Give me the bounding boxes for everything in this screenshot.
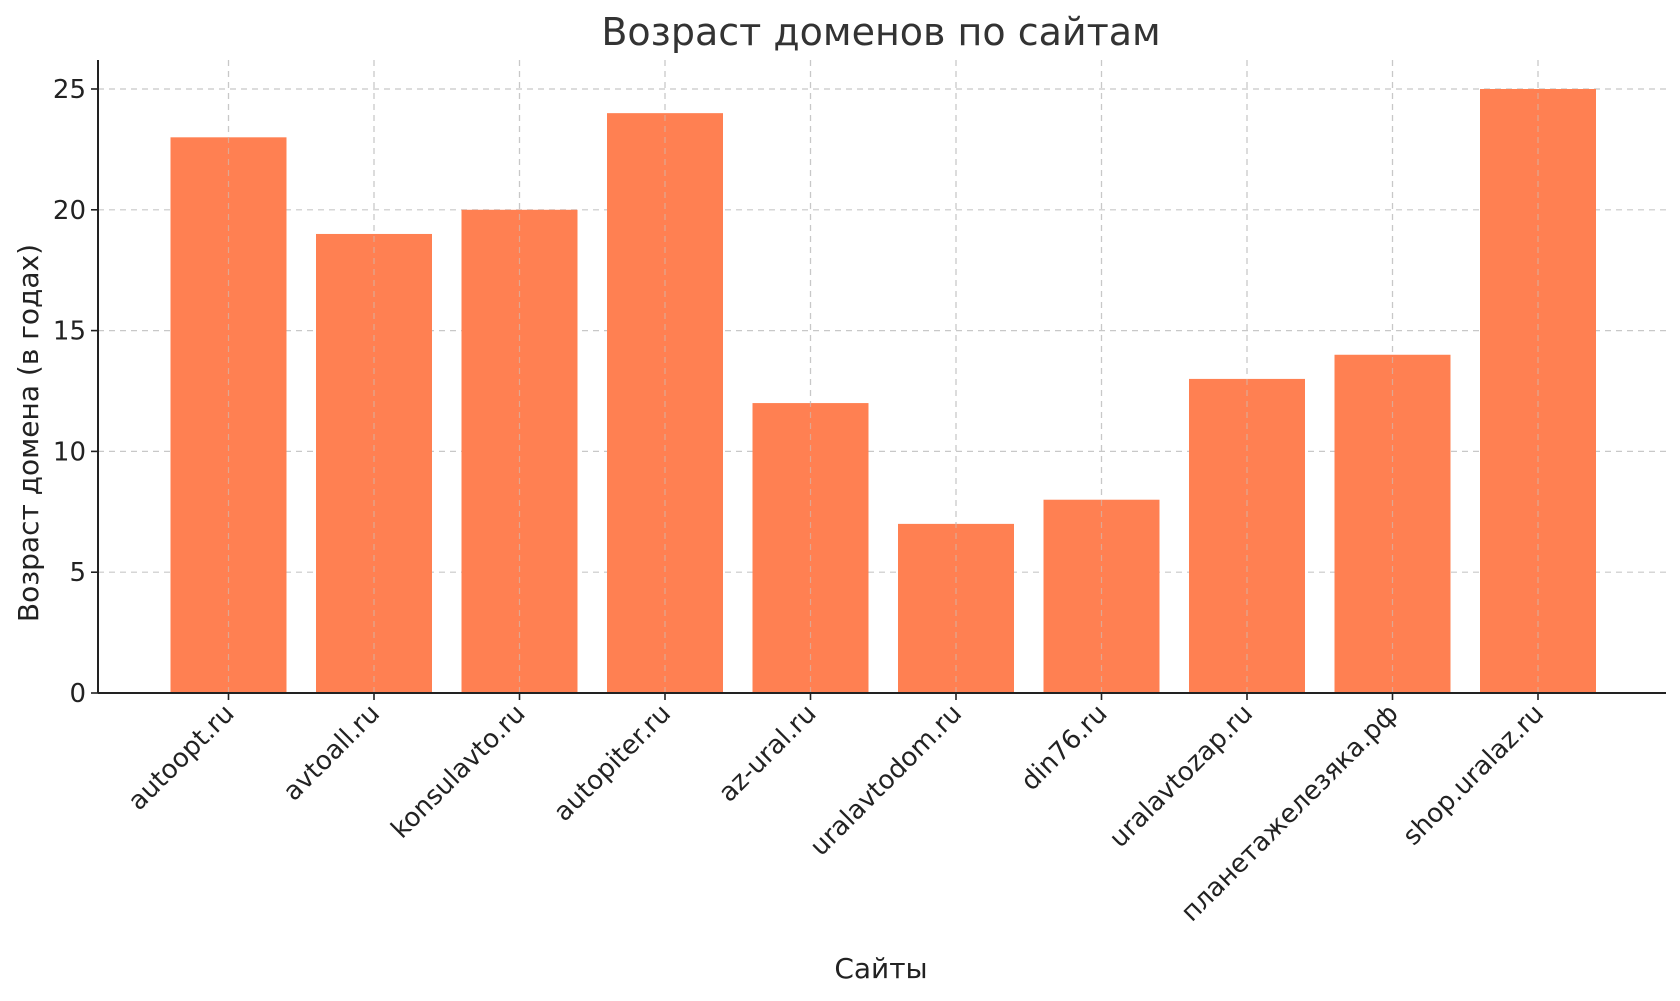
y-tick-label: 25 xyxy=(53,75,86,105)
bar-avtoall.ru xyxy=(316,233,432,693)
y-tick-label: 20 xyxy=(53,196,86,226)
y-tick-label: 15 xyxy=(53,317,86,347)
y-tick-label: 5 xyxy=(69,558,86,588)
y-axis-label: Возраст домена (в годах) xyxy=(12,244,45,622)
x-axis-label: Сайты xyxy=(834,952,927,985)
bars xyxy=(170,60,1596,694)
chart-title: Возраст доменов по сайтам xyxy=(601,10,1160,54)
axes xyxy=(91,60,1666,700)
x-tick-label: konsulavto.ru xyxy=(386,699,532,845)
x-tick-label: din76.ru xyxy=(1015,699,1113,797)
x-tick-label: autoopt.ru xyxy=(123,699,241,817)
y-tick-label: 0 xyxy=(69,679,86,709)
x-tick-label: shop.uralaz.ru xyxy=(1397,699,1550,852)
x-tick-label: avtoall.ru xyxy=(278,699,386,807)
x-tick-label: az-ural.ru xyxy=(713,699,822,808)
x-tick-label: uralavtodom.ru xyxy=(805,699,968,862)
x-tick-label: autopiter.ru xyxy=(548,699,677,828)
x-tick-label: uralavtozap.ru xyxy=(1104,699,1259,854)
y-tick-label: 10 xyxy=(53,437,86,467)
bar-din76.ru xyxy=(1043,499,1160,693)
bar-uralavtodom.ru xyxy=(898,523,1014,693)
